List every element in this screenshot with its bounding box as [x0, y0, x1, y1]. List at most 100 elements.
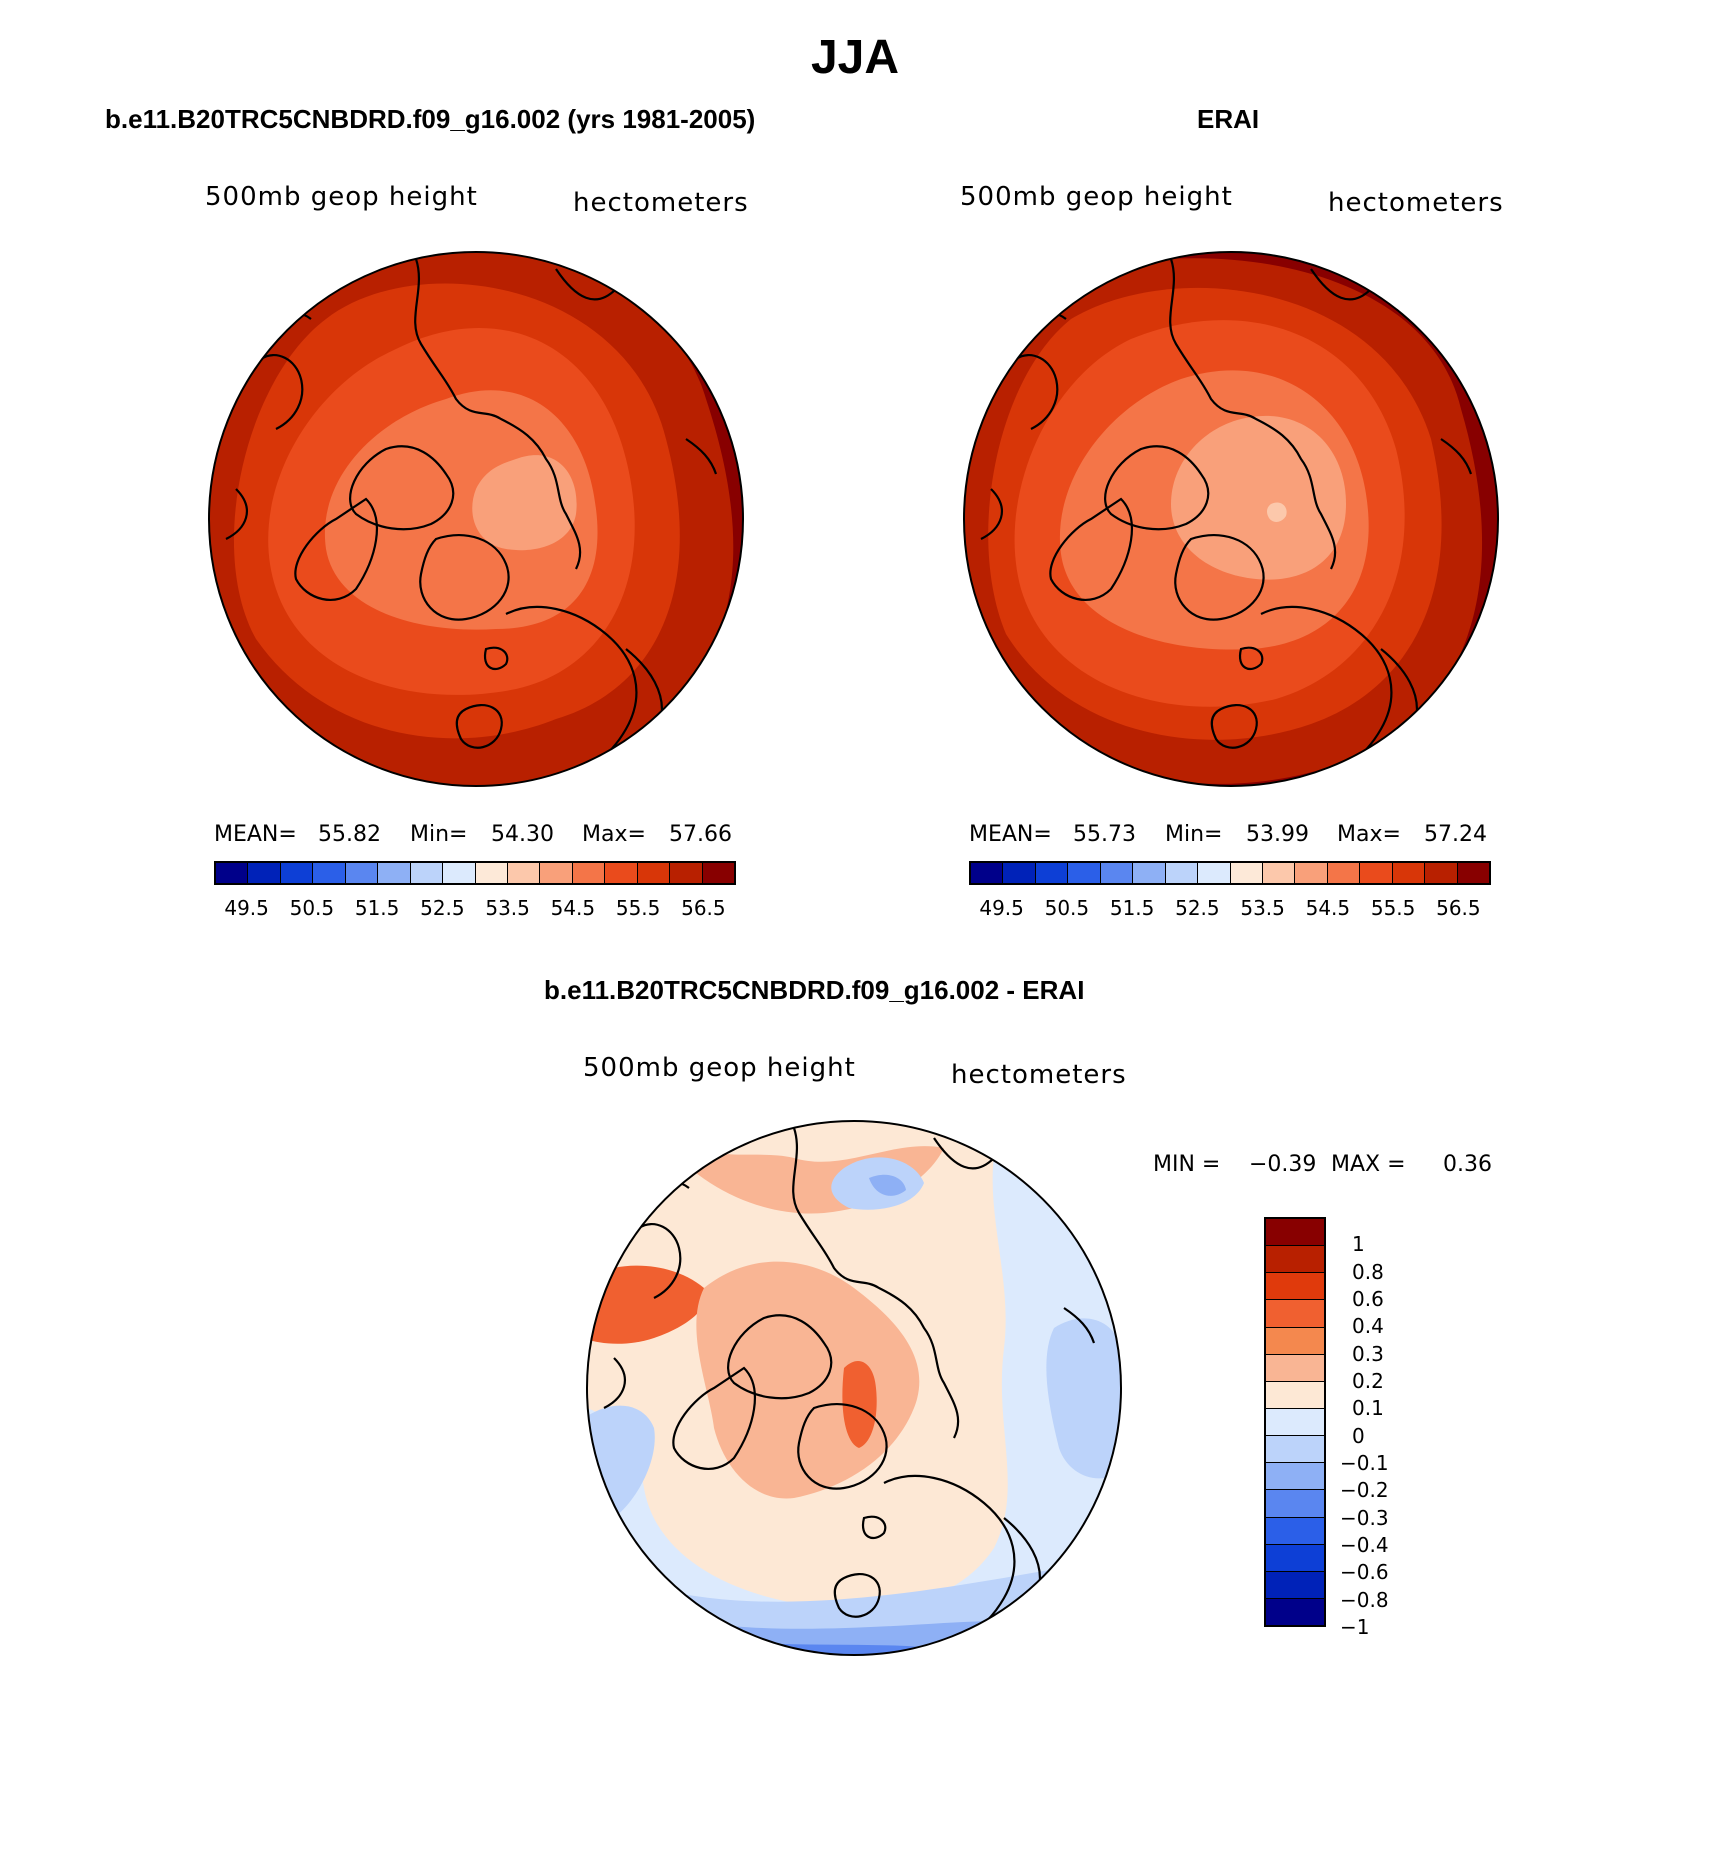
model-colorbar-tick-label: 53.5 [485, 896, 530, 920]
model-colorbar-swatch [605, 863, 638, 883]
obs-colorbar-swatch [1392, 863, 1426, 883]
model-max-value: 57.66 [669, 822, 732, 847]
diff-colorbar-tick-label: 0.6 [1352, 1287, 1384, 1311]
diff-colorbar-tick-label: 0.2 [1352, 1369, 1384, 1393]
diff-colorbar-swatch [1266, 1381, 1324, 1409]
diff-min-label: MIN = [1153, 1152, 1221, 1177]
model-colorbar-swatch [280, 863, 314, 883]
obs-colorbar-swatch [1133, 863, 1166, 883]
diff-colorbar-tick-label: −0.8 [1340, 1587, 1389, 1612]
diff-colorbar-tick-label: 0.8 [1352, 1259, 1384, 1284]
model-colorbar-swatch [572, 863, 606, 883]
obs-colorbar-tick-label: 53.5 [1240, 896, 1285, 920]
model-min-label: Min= [410, 822, 468, 847]
model-colorbar-tick-label: 56.5 [681, 896, 726, 920]
obs-colorbar-swatch [1457, 863, 1489, 883]
diff-colorbar-tick-label: −1 [1340, 1615, 1370, 1639]
obs-colorbar-swatch [1262, 863, 1296, 883]
diff-colorbar-swatch [1266, 1300, 1324, 1328]
diff-colorbar-tick-label: 1 [1352, 1232, 1365, 1257]
diff-colorbar-swatch [1266, 1436, 1324, 1464]
model-mean-value: 55.82 [318, 822, 381, 847]
obs-min-value: 53.99 [1246, 822, 1309, 847]
diff-colorbar-swatch [1266, 1571, 1324, 1599]
diff-min-value: −0.39 [1249, 1152, 1317, 1177]
obs-colorbar-tick-label: 54.5 [1305, 896, 1351, 920]
diff-colorbar-tick-label: 0.4 [1352, 1314, 1384, 1339]
diff-polar-map [586, 1120, 1122, 1656]
obs-colorbar-tick-label: 50.5 [1044, 896, 1090, 920]
model-panel-title: b.e11.B20TRC5CNBDRD.f09_g16.002 (yrs 198… [105, 104, 756, 134]
model-colorbar-swatch [540, 863, 573, 883]
diff-colorbar-swatch [1266, 1463, 1324, 1491]
model-colorbar-swatch [313, 863, 346, 883]
model-colorbar-swatch [410, 863, 444, 883]
model-mean-label: MEAN= [214, 822, 297, 847]
diff-colorbar-tick-label: −0.1 [1340, 1451, 1389, 1475]
obs-colorbar-swatch [1295, 863, 1328, 883]
model-colorbar-tick-label: 52.5 [420, 896, 465, 920]
diff-colorbar-swatch [1266, 1354, 1324, 1382]
diff-subtitle-units: hectometers [951, 1060, 1127, 1090]
obs-min-label: Min= [1165, 822, 1223, 847]
diff-colorbar-tick-label: −0.2 [1340, 1478, 1389, 1503]
obs-colorbar-tick-label: 49.5 [979, 896, 1024, 920]
diff-colorbar-tick-label: 0.1 [1352, 1396, 1384, 1421]
model-colorbar-swatch [345, 863, 379, 883]
obs-colorbar-tick-label: 56.5 [1436, 896, 1481, 920]
model-colorbar-swatch [670, 863, 703, 883]
model-colorbar-ticks: 49.5 50.5 51.5 52.5 53.5 54.5 55.5 56.5 [214, 896, 736, 922]
diff-max-label: MAX = [1331, 1152, 1406, 1177]
main-title: JJA [810, 31, 900, 84]
diff-colorbar-swatch [1266, 1273, 1324, 1301]
obs-panel-title: ERAI [1197, 104, 1260, 134]
obs-colorbar-tick-label: 52.5 [1175, 896, 1220, 920]
diff-colorbar-tick-label: 0 [1352, 1423, 1365, 1448]
obs-colorbar-swatch [1165, 863, 1199, 883]
model-colorbar-tick-label: 54.5 [550, 896, 596, 920]
model-max-label: Max= [582, 822, 646, 847]
obs-colorbar-swatch [1230, 863, 1263, 883]
model-colorbar-tick-label: 51.5 [354, 896, 400, 920]
model-colorbar-tick-label: 49.5 [224, 896, 269, 920]
diff-colorbar-ticks: 1 0.8 0.6 0.4 0.3 0.2 0.1 0 −0.1 −0.2 −0.3 −0.4 −0.6… [1340, 1217, 1420, 1639]
model-colorbar [214, 861, 736, 885]
diff-colorbar-swatch [1266, 1219, 1324, 1247]
diff-colorbar-tick-label: 0.3 [1352, 1341, 1384, 1366]
diff-colorbar-swatch [1266, 1490, 1324, 1518]
diff-subtitle-variable: 500mb geop height [583, 1053, 856, 1083]
diff-colorbar-swatch [1266, 1544, 1324, 1572]
model-colorbar-tick-label: 50.5 [289, 896, 335, 920]
diff-max-value: 0.36 [1443, 1152, 1492, 1177]
obs-colorbar-swatch [1425, 863, 1458, 883]
diff-colorbar-tick-label: −0.4 [1340, 1533, 1389, 1557]
obs-max-value: 57.24 [1424, 822, 1487, 847]
obs-max-label: Max= [1337, 822, 1401, 847]
model-polar-map [208, 251, 744, 787]
obs-colorbar-tick-label: 51.5 [1109, 896, 1155, 920]
obs-mean-label: MEAN= [969, 822, 1052, 847]
model-subtitle-units: hectometers [573, 188, 749, 218]
obs-mean-value: 55.73 [1073, 822, 1136, 847]
diff-colorbar-tick-label: −0.3 [1340, 1505, 1389, 1530]
diff-colorbar-swatch [1266, 1246, 1324, 1274]
obs-polar-map [963, 251, 1499, 787]
obs-colorbar-swatch [1068, 863, 1101, 883]
obs-colorbar-swatch [1360, 863, 1393, 883]
obs-colorbar-swatch [1327, 863, 1361, 883]
obs-colorbar [969, 861, 1491, 885]
obs-subtitle-units: hectometers [1328, 188, 1504, 218]
diff-colorbar-swatch [1266, 1517, 1324, 1545]
model-subtitle-variable: 500mb geop height [205, 182, 478, 212]
model-colorbar-swatch [702, 863, 734, 883]
model-colorbar-swatch [507, 863, 541, 883]
model-colorbar-swatch [248, 863, 281, 883]
model-colorbar-tick-label: 55.5 [615, 896, 661, 920]
diff-colorbar-swatch [1266, 1598, 1324, 1626]
diff-colorbar-tick-label: −0.6 [1340, 1560, 1389, 1585]
diff-colorbar-swatch [1266, 1327, 1324, 1355]
diff-colorbar-swatch [1266, 1408, 1324, 1437]
model-colorbar-swatch [443, 863, 476, 883]
obs-colorbar-tick-label: 55.5 [1370, 896, 1416, 920]
obs-colorbar-swatch [1003, 863, 1036, 883]
